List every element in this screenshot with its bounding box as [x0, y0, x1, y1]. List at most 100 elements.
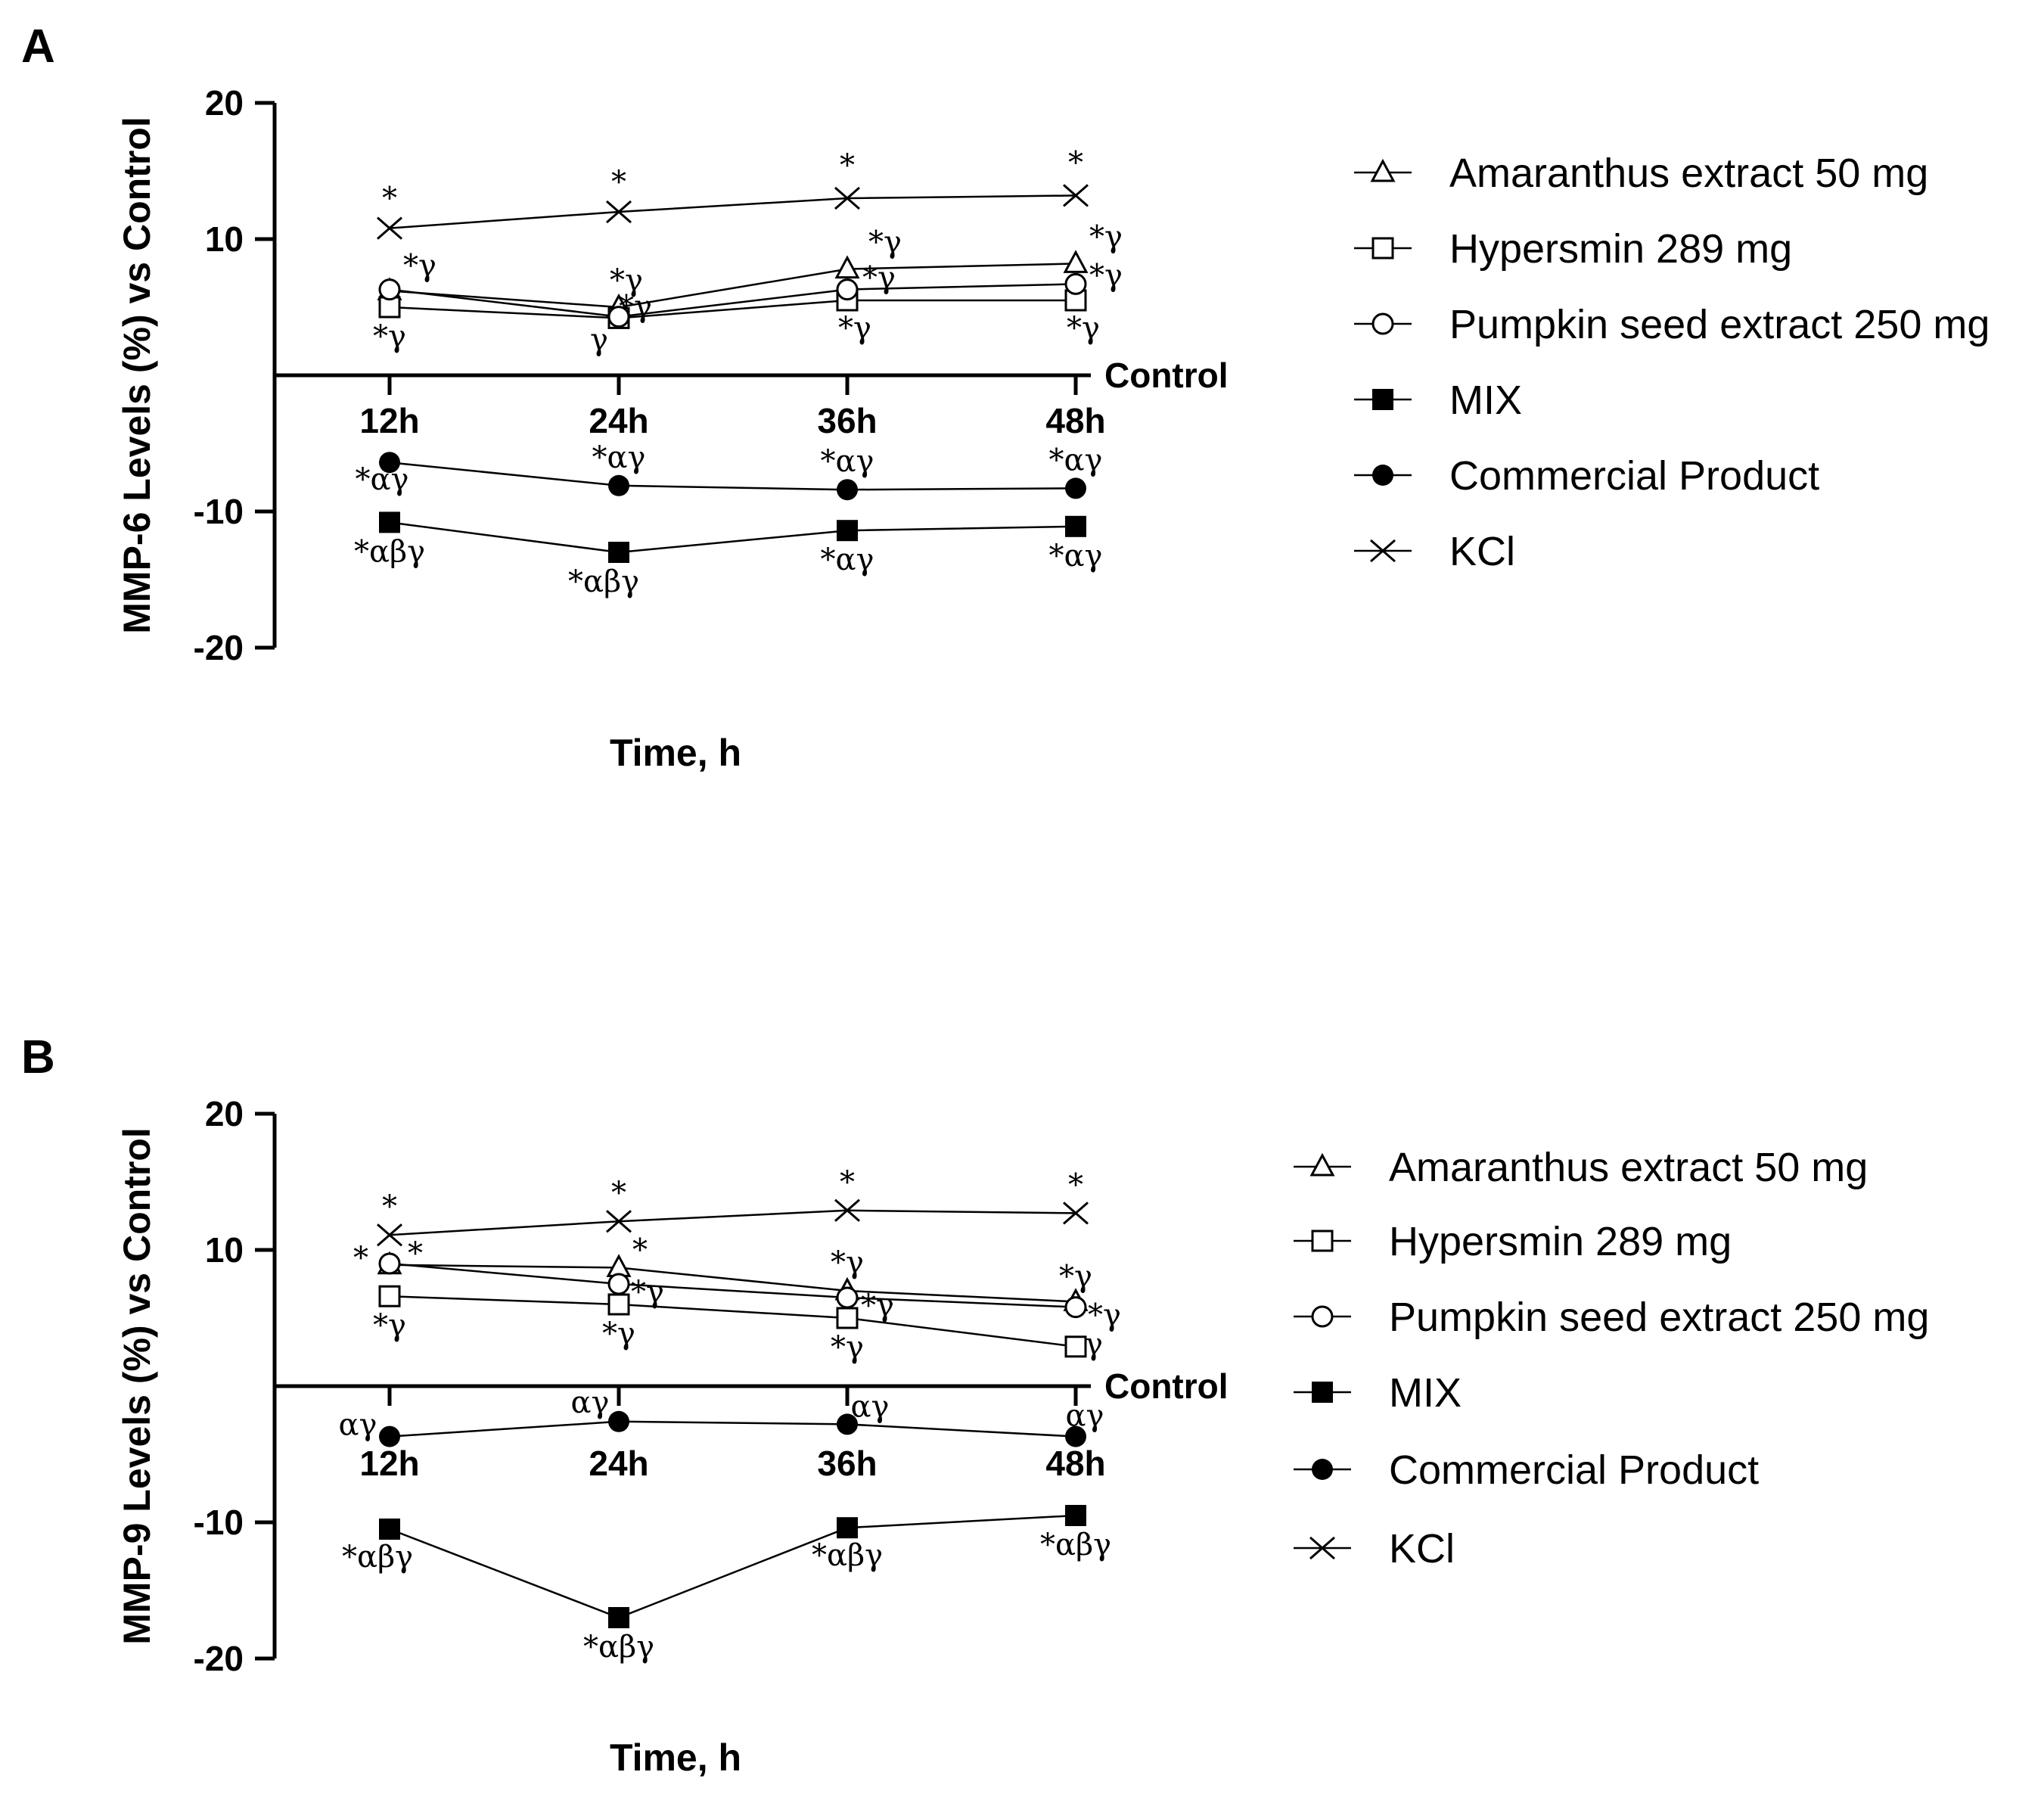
data-point: [606, 1210, 632, 1233]
data-point: [1065, 1505, 1086, 1526]
data-point: [377, 216, 402, 240]
significance-label: αγ: [1066, 1399, 1104, 1434]
legend-label: Commercial Product: [1449, 453, 1819, 499]
data-point: [608, 1607, 629, 1628]
significance-label: *αγ: [821, 542, 874, 577]
significance-label: *γ: [1088, 1298, 1121, 1333]
y-tick-label: 10: [205, 1230, 244, 1270]
control-label: Control: [1104, 356, 1229, 395]
legend-marker: [1370, 158, 1396, 182]
significance-label: *: [408, 1236, 423, 1271]
significance-label: *γ: [602, 1317, 635, 1351]
data-point: [379, 511, 400, 533]
legend-label: Amaranthus extract 50 mg: [1449, 151, 1928, 196]
significance-label: *γ: [619, 290, 652, 325]
data-point: [1063, 1202, 1089, 1225]
significance-label: γ: [590, 322, 608, 357]
series-pumpkin-seed-extract-250-mg: * *γ *γ *γ: [353, 1241, 1121, 1333]
series-line: [389, 1420, 1076, 1438]
data-point: [378, 1252, 401, 1275]
series-line: [389, 1264, 1076, 1303]
significance-label: *γ: [1089, 258, 1123, 293]
significance-label: *αβγ: [354, 534, 425, 569]
y-tick-label: -20: [194, 1639, 244, 1678]
legend-item-pumpkin-seed-extract-250-mg: Pumpkin seed extract 250 mg: [1354, 302, 1990, 347]
data-point: [836, 278, 859, 301]
significance-label: *αβγ: [568, 564, 639, 599]
significance-label: *γ: [403, 249, 436, 284]
y-tick-label: 20: [205, 1094, 244, 1133]
data-point: [379, 1425, 400, 1447]
series-commercial-product: αγ αγ αγ αγ: [339, 1385, 1104, 1447]
data-point: [834, 255, 860, 279]
significance-label: *γ: [373, 1308, 406, 1343]
data-point: [1065, 1425, 1086, 1447]
panel-letter-b: B: [21, 1031, 55, 1083]
legend-item-amaranthus-extract-50-mg: Amaranthus extract 50 mg: [1294, 1145, 1868, 1190]
data-point: [1065, 477, 1086, 499]
significance-label: *: [1068, 145, 1083, 180]
legend-item-kcl: KCl: [1354, 529, 1515, 574]
y-tick-label: -10: [194, 1503, 244, 1542]
data-point: [377, 1223, 402, 1247]
data-point: [836, 1307, 859, 1329]
legend-label: Pumpkin seed extract 250 mg: [1449, 302, 1990, 347]
panel-a-chart: 20 10 -10 -20 Control 12h 24h 36h 48h Time, h MMP-…: [116, 83, 1990, 774]
legend-label: Pumpkin seed extract 250 mg: [1389, 1295, 1929, 1340]
legend-marker: [1372, 465, 1393, 486]
significance-label: *: [632, 1233, 648, 1267]
legend-marker: [1309, 1536, 1335, 1560]
significance-label: *: [382, 182, 397, 216]
legend-label: MIX: [1449, 378, 1522, 423]
series-line: [389, 299, 1076, 319]
legend-item-mix: MIX: [1294, 1370, 1462, 1416]
data-point: [1064, 1335, 1087, 1358]
legend-label: Commercial Product: [1389, 1447, 1759, 1493]
series-line: [389, 521, 1076, 554]
data-point: [608, 1410, 629, 1432]
significance-label: *: [611, 1176, 626, 1211]
legend-marker: [1312, 1459, 1333, 1480]
legend-label: KCl: [1449, 529, 1515, 574]
x-tick-label-36h: 36h: [817, 401, 877, 440]
legend-item-commercial-product: Commercial Product: [1354, 453, 1819, 499]
data-point: [607, 306, 630, 328]
significance-label: *: [382, 1189, 397, 1224]
panel-b-chart: 20 10 -10 -20 Control 12h 24h 36h 48h Time, h MMP-…: [116, 1094, 1929, 1779]
significance-label: *: [1068, 1167, 1083, 1202]
series-line: [389, 263, 1076, 309]
data-point: [608, 542, 629, 563]
x-axis-title: Time, h: [610, 1736, 741, 1779]
significance-label: *: [611, 165, 626, 200]
series-hypersmin-289-mg: *γ *γ *γ γ: [373, 1285, 1103, 1365]
series-line: [389, 283, 1076, 318]
x-tick-label-24h: 24h: [589, 401, 648, 440]
legend-item-amaranthus-extract-50-mg: Amaranthus extract 50 mg: [1354, 151, 1928, 196]
legend-marker: [1309, 1152, 1335, 1177]
series-line: [389, 1262, 1076, 1308]
legend-item-kcl: KCl: [1294, 1526, 1455, 1572]
significance-label: *γ: [868, 225, 902, 260]
legend-marker: [1370, 539, 1396, 563]
data-point: [379, 452, 400, 474]
panel-letter-a: A: [21, 20, 55, 73]
legend-label: Amaranthus extract 50 mg: [1389, 1145, 1868, 1190]
x-tick-label-12h: 12h: [359, 1444, 419, 1483]
series-line: [389, 1295, 1076, 1348]
significance-label: *γ: [831, 1245, 864, 1280]
series-mix: *αβγ *αβγ *αγ *αγ: [354, 511, 1102, 599]
data-point: [837, 520, 858, 542]
significance-label: *αγ: [592, 440, 646, 475]
series-mix: *αβγ *αβγ *αβγ *αβγ: [342, 1505, 1111, 1665]
legend-item-hypersmin-289-mg: Hypersmin 289 mg: [1354, 226, 1792, 272]
series-pumpkin-seed-extract-250-mg: *γ*γ*γ *γ: [378, 249, 1123, 328]
significance-label: *γ: [610, 263, 643, 298]
data-point: [607, 1293, 630, 1316]
significance-label: *αγ: [821, 444, 874, 479]
data-point: [1064, 272, 1087, 295]
legend-item-hypersmin-289-mg: Hypersmin 289 mg: [1294, 1219, 1732, 1264]
data-point: [1064, 1296, 1087, 1319]
significance-label: *αβγ: [812, 1538, 883, 1573]
significance-label: γ: [1085, 1327, 1103, 1362]
